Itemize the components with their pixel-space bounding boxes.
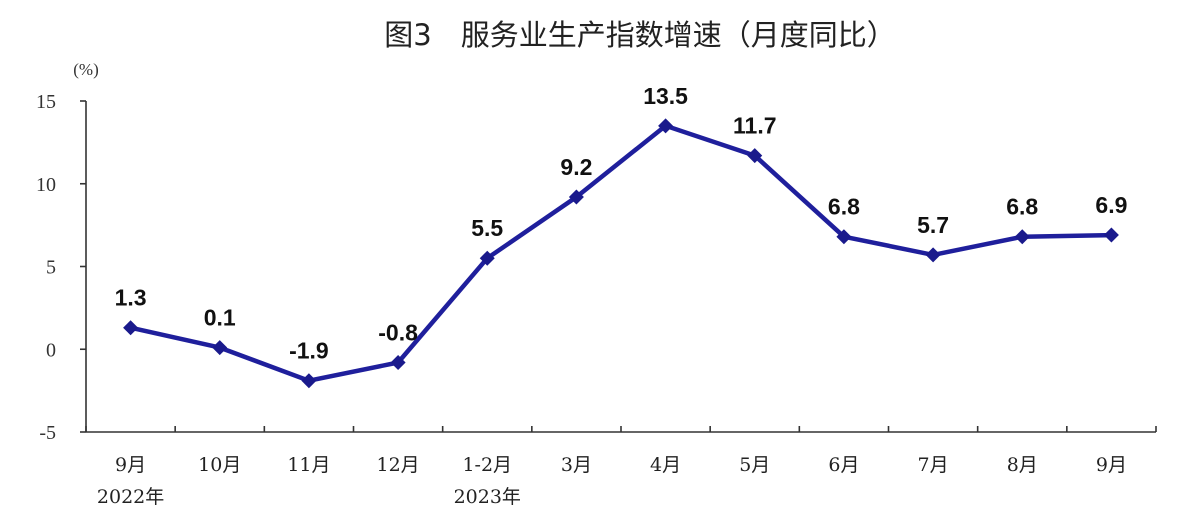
x-tick-label: 5月	[739, 454, 770, 476]
y-tick-label: 10	[36, 174, 56, 196]
x-tick-label: 8月	[1007, 454, 1038, 476]
data-label: 6.8	[828, 194, 860, 220]
data-point-marker	[212, 340, 228, 356]
x-year-label: 2022年	[97, 486, 164, 508]
x-tick-label: 9月	[115, 454, 146, 476]
data-point-marker	[390, 354, 406, 370]
data-point-marker	[925, 247, 941, 263]
y-tick-label: -5	[39, 422, 56, 444]
data-point-marker	[568, 189, 584, 205]
x-year-label: 2023年	[454, 486, 521, 508]
x-tick-label: 12月	[376, 454, 419, 476]
x-tick-label: 3月	[561, 454, 592, 476]
data-point-marker	[747, 148, 763, 164]
y-tick-label: 5	[46, 257, 56, 279]
data-label: -1.9	[289, 338, 329, 364]
data-point-marker	[301, 373, 317, 389]
x-tick-label: 9月	[1096, 454, 1127, 476]
data-point-marker	[1103, 227, 1119, 243]
y-ticks: 15 10 5 0 -5	[36, 91, 86, 444]
markers	[123, 118, 1119, 389]
data-label: 13.5	[643, 83, 688, 109]
x-tick-label: 6月	[828, 454, 859, 476]
data-point-marker	[658, 118, 674, 134]
data-point-marker	[123, 320, 139, 336]
x-tick-label: 10月	[198, 454, 241, 476]
y-tick-label: 15	[36, 91, 56, 113]
x-tick-label: 4月	[650, 454, 681, 476]
data-point-marker	[1014, 229, 1030, 245]
data-label: 9.2	[560, 154, 592, 180]
data-label: -0.8	[378, 319, 418, 345]
x-tick-label: 7月	[918, 454, 949, 476]
data-point-marker	[836, 229, 852, 245]
data-labels: 1.3 0.1 -1.9 -0.8 5.5 9.2 13.5 11.7 6.8 5.7 6.8 6.9	[115, 83, 1128, 364]
data-label: 0.1	[204, 305, 236, 331]
x-ticks: 9月 2022年 10月 11月 12月 1-2月 2023年 3月 4月 5月 6月 7月 8月 9月	[85, 426, 1157, 508]
x-tick-label: 1-2月	[462, 454, 512, 476]
data-point-marker	[479, 250, 495, 266]
data-label: 5.5	[471, 215, 503, 241]
data-label: 1.3	[115, 285, 147, 311]
data-label: 6.8	[1006, 194, 1038, 220]
data-label: 5.7	[917, 212, 949, 238]
y-unit-label: (%)	[73, 60, 98, 79]
data-label: 11.7	[733, 113, 777, 139]
y-tick-label: 0	[46, 339, 56, 361]
data-label: 6.9	[1095, 192, 1127, 218]
chart-title: 图3 服务业生产指数增速（月度同比）	[384, 18, 895, 52]
series-line	[130, 123, 1112, 383]
x-tick-label: 11月	[287, 454, 330, 476]
